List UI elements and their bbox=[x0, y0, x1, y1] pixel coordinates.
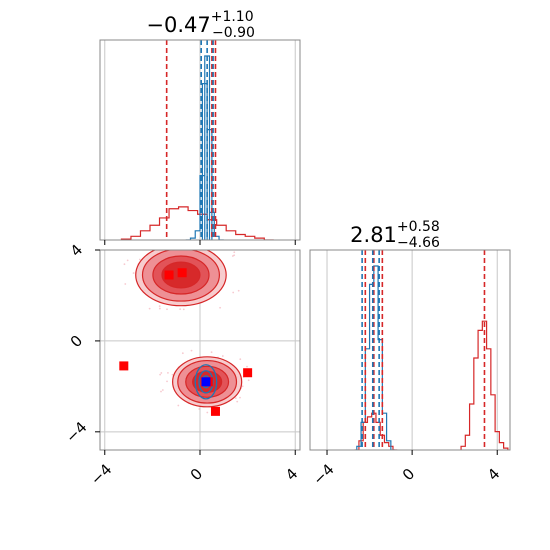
plot-area bbox=[120, 40, 274, 240]
title-param2: 2.81+0.58 bbox=[350, 219, 440, 247]
sample-dot bbox=[158, 307, 161, 310]
sample-dot bbox=[187, 236, 189, 238]
sample-dot bbox=[166, 380, 168, 383]
sample-dot bbox=[171, 373, 174, 376]
title-param1: −0.47+1.10 bbox=[146, 9, 253, 37]
marginal-panel-param2: −4 0 4 bbox=[309, 249, 511, 489]
histogram-series-0 bbox=[354, 320, 509, 450]
title-param1-minus: −0.90 bbox=[212, 25, 255, 41]
sample-dot bbox=[220, 247, 222, 249]
sample-dot bbox=[124, 283, 127, 285]
sample-dot bbox=[126, 259, 129, 262]
marker-point-2 bbox=[119, 361, 129, 371]
sample-dot bbox=[198, 408, 201, 410]
sample-dot bbox=[237, 289, 240, 292]
x-tick-label-param2: −4 bbox=[309, 460, 337, 488]
marker-point-0 bbox=[164, 270, 174, 280]
sample-dot bbox=[138, 258, 141, 261]
sample-dot bbox=[206, 411, 209, 414]
marker-point-6 bbox=[201, 377, 211, 387]
x-tick-label-param2: 4 bbox=[484, 465, 503, 484]
marker-point-1 bbox=[177, 268, 187, 278]
sample-dot bbox=[219, 306, 222, 309]
sample-dot bbox=[189, 247, 191, 249]
plot-area bbox=[354, 250, 509, 450]
sample-dot bbox=[247, 379, 250, 382]
sample-dot bbox=[177, 404, 180, 407]
sample-dot bbox=[167, 371, 169, 374]
sample-dot bbox=[221, 355, 224, 357]
marginal-panel-param1 bbox=[99, 39, 301, 245]
sample-dot bbox=[231, 255, 234, 257]
sample-dot bbox=[236, 400, 239, 403]
x-tick-label-param1: 0 bbox=[187, 465, 206, 484]
title-param2-minus: −4.66 bbox=[397, 235, 440, 251]
sample-dot bbox=[184, 234, 186, 236]
sample-dot bbox=[160, 390, 162, 393]
blue-contour-1 bbox=[198, 370, 214, 394]
sample-dot bbox=[132, 272, 135, 274]
sample-dot bbox=[182, 308, 185, 311]
sample-dot bbox=[181, 352, 184, 355]
sample-dot bbox=[166, 308, 168, 311]
sample-dot bbox=[148, 307, 151, 310]
x-tick-label-param1: 4 bbox=[282, 465, 301, 484]
sample-dot bbox=[232, 291, 235, 294]
blue-contour-0 bbox=[194, 364, 218, 400]
sample-dot bbox=[246, 365, 248, 368]
sample-dot bbox=[123, 263, 126, 266]
marker-point-5 bbox=[210, 406, 220, 416]
sample-dot bbox=[239, 396, 241, 399]
sample-dot bbox=[160, 372, 163, 374]
histogram-series-1 bbox=[185, 55, 224, 240]
sample-dot bbox=[174, 232, 176, 234]
y-tick-label-param2: 0 bbox=[67, 332, 86, 351]
axes-frame bbox=[309, 249, 511, 451]
sample-dot bbox=[159, 373, 162, 376]
sample-dot bbox=[241, 385, 244, 388]
y-tick-label-param2: −4 bbox=[62, 418, 90, 446]
y-tick-label-param2: 4 bbox=[67, 241, 86, 260]
sample-dot bbox=[234, 397, 237, 399]
sample-dot bbox=[173, 237, 175, 239]
sample-dot bbox=[211, 243, 213, 245]
joint-panel: −4 0 4 −4 0 4 bbox=[62, 232, 301, 489]
sample-dot bbox=[158, 305, 161, 308]
sample-dot bbox=[190, 349, 193, 352]
sample-dot bbox=[179, 308, 182, 311]
x-tick-label-param1: −4 bbox=[87, 460, 115, 488]
sample-dot bbox=[168, 237, 170, 239]
histogram-series-0 bbox=[120, 206, 274, 240]
sample-dot bbox=[161, 389, 164, 391]
sample-dot bbox=[233, 254, 236, 257]
sample-dot bbox=[233, 251, 236, 254]
x-tick-label-param2: 0 bbox=[399, 465, 418, 484]
plot-area bbox=[119, 232, 253, 416]
sample-dot bbox=[210, 351, 213, 354]
sample-dot bbox=[239, 358, 242, 361]
marker-point-3 bbox=[243, 368, 253, 378]
